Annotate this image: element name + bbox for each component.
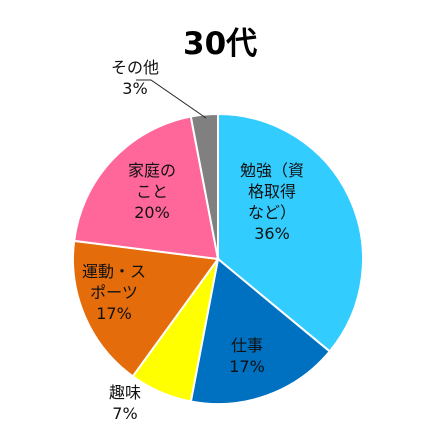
slice-label: 家庭のこと 20% [128, 161, 176, 222]
pie-slice [73, 115, 220, 261]
slice-label: 運動・スポーツ 17% [82, 262, 146, 323]
pie-slice [189, 112, 219, 260]
pie-slice [217, 112, 364, 353]
pie-slices [72, 112, 364, 405]
pie-slice [72, 239, 220, 378]
leader-lines [136, 79, 207, 119]
pie-slice [189, 257, 332, 405]
slice-label: 勉強（資格取得など） 36% [240, 161, 304, 243]
chart-title: 30代 [183, 26, 257, 62]
slice-label: 趣味 7% [109, 383, 141, 423]
leader-line [136, 79, 207, 119]
slice-labels: 勉強（資格取得など） 36% 仕事 17% 趣味 7% 運動・スポーツ 17% 家庭のこと 20%… [82, 58, 304, 423]
slice-label: 仕事 17% [229, 336, 265, 376]
slice-label: その他 3% [111, 58, 159, 98]
